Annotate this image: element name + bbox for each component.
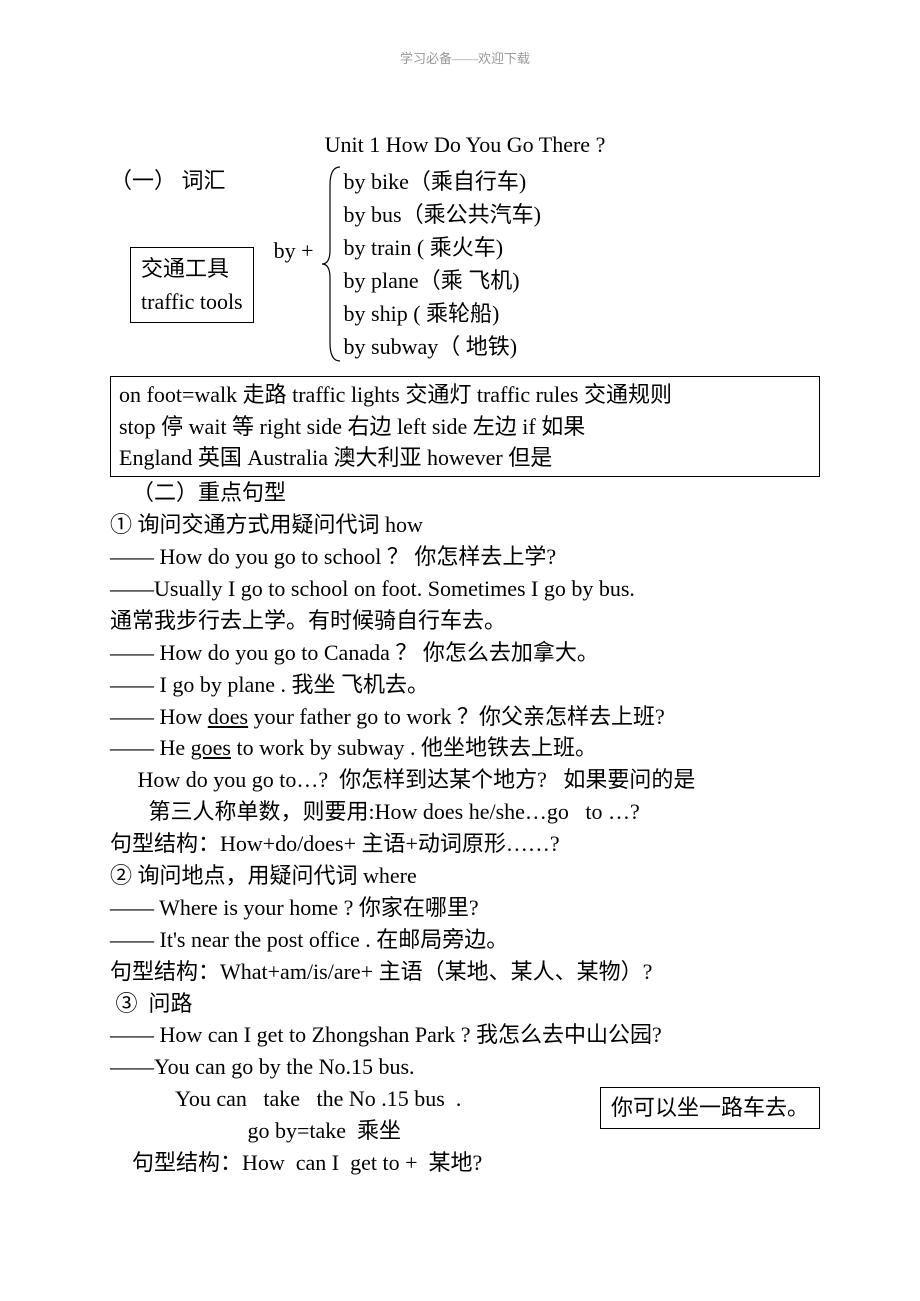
body-line: ① 询问交通方式用疑问代词 how [110,509,820,541]
body-line: —— How do you go to Canada ？ 你怎么去加拿大。 [110,637,820,669]
body-line: —— How can I get to Zhongshan Park ? 我怎么… [110,1019,820,1051]
text-part: —— How [110,704,208,729]
by-item: by plane（乘 飞机) [344,264,541,297]
vocab-box: on foot=walk 走路 traffic lights 交通灯 traff… [110,376,820,478]
body-line: ③ 问路 [110,988,820,1020]
traffic-box-l2: traffic tools [141,285,243,318]
body-line: 通常我步行去上学。有时候骑自行车去。 [110,605,820,637]
underline-does: does [208,704,248,729]
text-part: to work by subway . 他坐地铁去上班。 [231,735,597,760]
body-line: 句型结构：What+am/is/are+ 主语（某地、某人、某物）? [110,956,820,988]
body-line: —— It's near the post office . 在邮局旁边。 [110,924,820,956]
body-line: ——Usually I go to school on foot. Someti… [110,573,820,605]
vocab-line: England 英国 Australia 澳大利亚 however 但是 [119,442,811,474]
body-line: How do you go to…? 你怎样到达某个地方? 如果要问的是 [110,764,820,796]
by-item: by ship ( 乘轮船) [344,297,541,330]
vocab-line: stop 停 wait 等 right side 右边 left side 左边… [119,411,811,443]
body-line: —— I go by plane . 我坐 飞机去。 [110,669,820,701]
page-header: 学习必备——欢迎下载 [110,50,820,69]
traffic-box-l1: 交通工具 [141,252,243,285]
underline-goes: goes [191,735,231,760]
body-line-goes: —— He goes to work by subway . 他坐地铁去上班。 [110,732,820,764]
unit-title: Unit 1 How Do You Go There ? [110,129,820,161]
body-line: ② 询问地点，用疑问代词 where [110,860,820,892]
body-line: —— Where is your home ? 你家在哪里? [110,892,820,924]
body-line: 句型结构：How+do/does+ 主语+动词原形……? [110,828,820,860]
text-part: your father go to work ？你父亲怎样去上班? [248,704,665,729]
section2-title: （二）重点句型 [110,477,820,509]
by-list: by bike（乘自行车) by bus（乘公共汽车) by train ( 乘… [344,165,541,363]
body-line: 句型结构：How can I get to + 某地? [110,1147,820,1179]
by-item: by subway（ 地铁) [344,330,541,363]
by-plus-label: by + [274,235,320,267]
body-line-does: —— How does your father go to work ？你父亲怎… [110,701,820,733]
by-item: by bus（乘公共汽车) [344,198,541,231]
traffic-tools-box: 交通工具 traffic tools [130,247,254,323]
text-part: —— He [110,735,191,760]
by-item: by bike（乘自行车) [344,165,541,198]
vocab-row: （一） 词汇 交通工具 traffic tools by + by bike（乘… [110,165,820,372]
by-item: by train ( 乘火车) [344,231,541,264]
body-line: ——You can go by the No.15 bus. [110,1051,820,1083]
body-line: 第三人称单数，则要用:How does he/she…go to …? [110,796,820,828]
vocab-section-label: （一） 词汇 [110,165,274,197]
brace-icon [320,165,344,372]
body-line: —— How do you go to school ？ 你怎样去上学? [110,541,820,573]
vocab-line: on foot=walk 走路 traffic lights 交通灯 traff… [119,379,811,411]
right-note-box: 你可以坐一路车去。 [600,1087,820,1129]
